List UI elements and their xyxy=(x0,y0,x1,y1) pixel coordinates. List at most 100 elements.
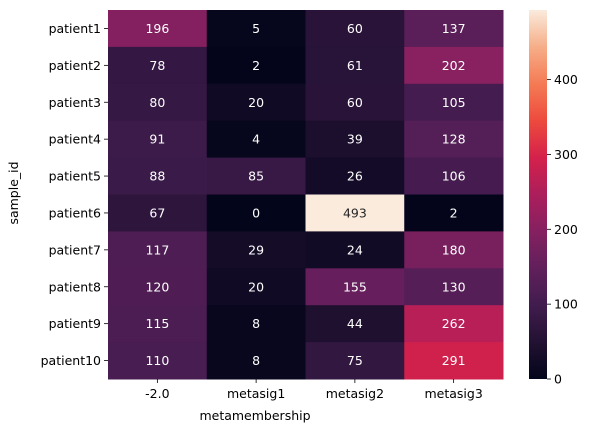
heatmap-cell xyxy=(206,268,306,306)
cell-value-label: 117 xyxy=(145,242,169,257)
cell-value-label: 75 xyxy=(347,353,363,368)
heatmap-cell xyxy=(108,120,208,159)
y-tick-label: patient3 xyxy=(49,95,101,110)
heatmap-cell xyxy=(108,268,208,306)
colorbar-tick-labels: 0 100 200 300 400 xyxy=(547,72,578,387)
cell-value-label: 128 xyxy=(442,132,466,147)
heatmap-cell xyxy=(305,268,405,306)
heatmap-cell xyxy=(404,120,504,159)
cell-value-label: 80 xyxy=(149,95,165,110)
heatmap-cell xyxy=(305,305,405,343)
heatmap-cell xyxy=(206,46,306,85)
heatmap-cell xyxy=(206,305,306,343)
cell-value-label: 5 xyxy=(252,21,260,36)
cell-value-label: 130 xyxy=(442,279,466,294)
cell-value-label: 105 xyxy=(442,95,466,110)
colorbar-tick-label: 0 xyxy=(554,372,562,387)
heatmap-cell xyxy=(108,83,208,122)
y-tick-label: patient2 xyxy=(49,58,101,73)
y-tick-labels: patient1 patient2 patient3 patient4 patient5… xyxy=(41,21,108,368)
cell-value-label: 137 xyxy=(442,21,466,36)
cell-value-label: 4 xyxy=(252,132,260,147)
heatmap-cell xyxy=(404,83,504,122)
heatmap-cell xyxy=(404,305,504,343)
cell-value-label: 202 xyxy=(442,58,466,73)
cell-value-label: 2 xyxy=(450,205,458,220)
x-axis-label: metamembership xyxy=(199,408,310,423)
cell-value-label: 20 xyxy=(248,95,264,110)
x-tick-label: -2.0 xyxy=(145,386,169,401)
cell-value-label: 44 xyxy=(347,316,363,331)
cell-value-label: 110 xyxy=(145,353,169,368)
cell-value-label: 60 xyxy=(347,21,363,36)
cell-value-label: 8 xyxy=(252,316,260,331)
y-axis-label: sample_id xyxy=(6,161,21,224)
heatmap-cell xyxy=(206,231,306,269)
heatmap-cell xyxy=(108,342,208,380)
cell-value-label: 2 xyxy=(252,58,260,73)
cell-value-label: 24 xyxy=(347,242,363,257)
cell-value-label: 493 xyxy=(343,205,367,220)
heatmap-cell xyxy=(305,342,405,380)
heatmap-cell xyxy=(305,46,405,85)
heatmap-cell xyxy=(206,342,306,380)
heatmap-cell xyxy=(206,10,306,48)
cell-value-label: 20 xyxy=(248,279,264,294)
cell-value-label: 115 xyxy=(145,316,169,331)
cell-value-label: 67 xyxy=(149,205,165,220)
cell-value-label: 78 xyxy=(149,58,165,73)
heatmap-cell xyxy=(305,231,405,269)
colorbar-tick-label: 400 xyxy=(554,72,578,87)
cell-value-label: 61 xyxy=(347,58,363,73)
heatmap-cell xyxy=(305,10,405,48)
cell-value-label: 39 xyxy=(347,132,363,147)
cell-value-label: 155 xyxy=(343,279,367,294)
heatmap-cell xyxy=(108,157,208,195)
cell-value-label: 88 xyxy=(149,169,165,184)
heatmap-cell xyxy=(305,83,405,122)
heatmap-cell xyxy=(206,194,306,232)
heatmap-cell xyxy=(305,157,405,195)
cell-value-label: 262 xyxy=(442,316,466,331)
cell-value-label: 29 xyxy=(248,242,264,257)
cell-value-label: 8 xyxy=(252,353,260,368)
heatmap-cell xyxy=(206,157,306,195)
heatmap-cell xyxy=(108,194,208,232)
heatmap-cell xyxy=(305,194,405,232)
y-tick-label: patient8 xyxy=(49,279,101,294)
colorbar xyxy=(529,10,547,379)
heatmap-cell xyxy=(404,10,504,48)
heatmap-cell xyxy=(404,268,504,306)
y-tick-label: patient9 xyxy=(49,316,101,331)
heatmap-cell xyxy=(108,231,208,269)
cell-value-label: 26 xyxy=(347,169,363,184)
colorbar-tick-label: 300 xyxy=(554,147,578,162)
x-tick-labels: -2.0 metasig1 metasig2 metasig3 xyxy=(145,379,483,401)
heatmap-cell xyxy=(404,342,504,380)
heatmap-cell xyxy=(108,46,208,85)
cell-value-label: 106 xyxy=(442,169,466,184)
x-tick-label: metasig3 xyxy=(424,386,482,401)
cell-value-label: 0 xyxy=(252,205,260,220)
y-tick-label: patient10 xyxy=(41,353,101,368)
cell-value-label: 60 xyxy=(347,95,363,110)
cell-value-label: 196 xyxy=(145,21,169,36)
heatmap-cell xyxy=(404,194,504,232)
y-tick-label: patient4 xyxy=(49,132,101,147)
x-tick-label: metasig1 xyxy=(227,386,285,401)
y-tick-label: patient6 xyxy=(49,205,101,220)
heatmap-cell xyxy=(206,83,306,122)
heatmap-cell xyxy=(305,120,405,159)
heatmap-cell xyxy=(404,46,504,85)
y-tick-label: patient7 xyxy=(49,242,101,257)
heatmap-cell xyxy=(404,157,504,195)
cell-value-label: 85 xyxy=(248,169,264,184)
colorbar-tick-label: 200 xyxy=(554,222,578,237)
cell-value-label: 91 xyxy=(149,132,165,147)
heatmap-cell xyxy=(108,305,208,343)
colorbar-tick-label: 100 xyxy=(554,297,578,312)
cell-value-label: 180 xyxy=(442,242,466,257)
y-tick-label: patient1 xyxy=(49,21,101,36)
